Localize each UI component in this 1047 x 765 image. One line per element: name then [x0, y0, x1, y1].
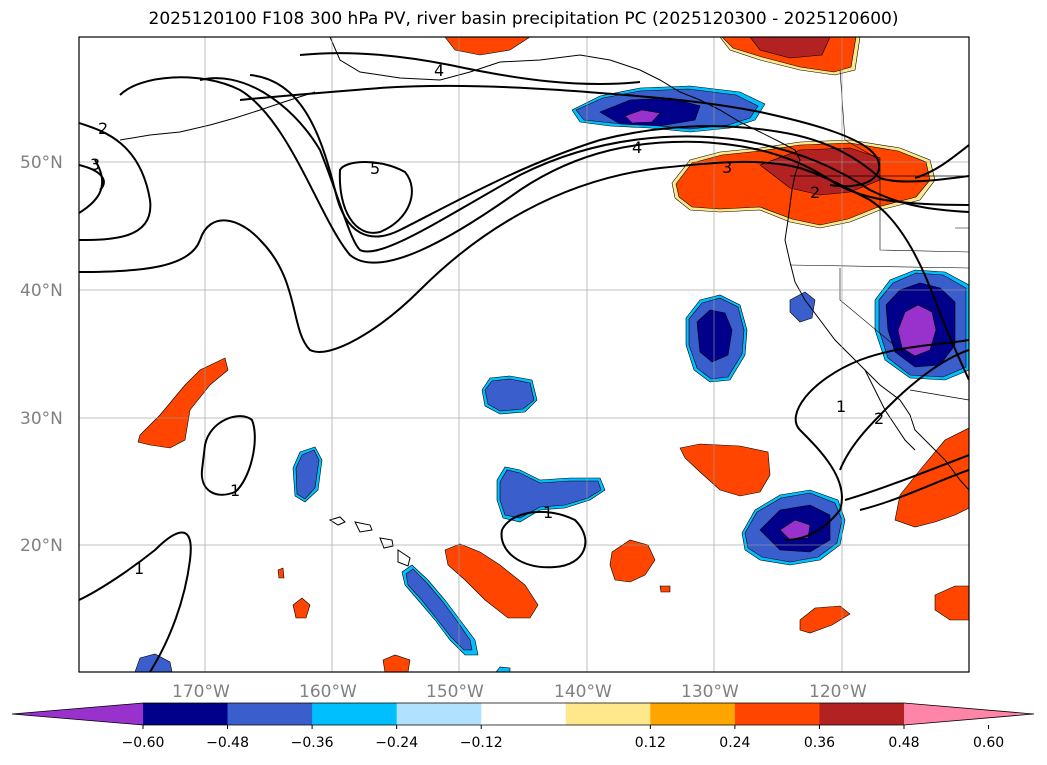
colorbar: −0.60 −0.48 −0.36 −0.24 −0.12 0.12 0.24 0.36 0.4… — [11, 702, 1035, 751]
lon-label: 140°W — [554, 682, 612, 702]
colorbar-tick-label: 0.24 — [719, 735, 750, 751]
lat-label: 50°N — [20, 153, 63, 173]
lon-label: 170°W — [172, 682, 230, 702]
colorbar-segment — [227, 703, 313, 725]
colorbar-segment — [734, 703, 820, 725]
lat-labels: 50°N 40°N 30°N 20°N — [20, 153, 63, 556]
colorbar-segment — [143, 703, 229, 725]
colorbar-extend-high — [904, 703, 1034, 725]
colorbar-tick-label: 0.60 — [973, 735, 1004, 751]
colorbar-extend-low — [12, 703, 143, 725]
contour-label: 2 — [874, 409, 884, 428]
lon-label: 150°W — [426, 682, 484, 702]
colorbar-tick-label: 0.48 — [888, 735, 919, 751]
contour-label: 2 — [98, 119, 108, 138]
lat-label: 40°N — [20, 281, 63, 301]
map-area: 2 3 4 5 4 3 2 1 2 1 1 1 — [79, 37, 969, 672]
pv-contours — [79, 52, 969, 672]
lon-label: 120°W — [809, 682, 867, 702]
map-title: 2025120100 F108 300 hPa PV, river basin … — [148, 9, 899, 29]
contour-label: 3 — [722, 158, 732, 177]
contour-label: 4 — [434, 61, 444, 80]
colorbar-tick-label: −0.48 — [206, 735, 249, 751]
pv-contour-labels: 2 3 4 5 4 3 2 1 2 1 1 1 — [90, 61, 884, 578]
lon-labels: 170°W 160°W 150°W 140°W 130°W 120°W — [172, 682, 867, 702]
lon-label: 160°W — [299, 682, 357, 702]
lat-label: 20°N — [20, 536, 63, 556]
colorbar-segment — [481, 703, 567, 725]
colorbar-segment — [312, 703, 398, 725]
colorbar-tick-label: −0.60 — [122, 735, 165, 751]
colorbar-tick-label: −0.36 — [291, 735, 334, 751]
contour-label: 1 — [230, 481, 240, 500]
colorbar-tick-label: 0.36 — [804, 735, 835, 751]
contour-label: 3 — [90, 155, 100, 174]
colorbar-segment — [565, 703, 651, 725]
contour-label: 1 — [134, 559, 144, 578]
colorbar-segment — [819, 703, 905, 725]
colorbar-tick-label: −0.24 — [375, 735, 418, 751]
contour-label: 4 — [632, 138, 642, 157]
colorbar-segment — [396, 703, 482, 725]
map-frame — [78, 36, 970, 673]
contour-label: 2 — [810, 183, 820, 202]
lon-label: 130°W — [681, 682, 739, 702]
colorbar-segment — [650, 703, 736, 725]
contour-label: 1 — [836, 397, 846, 416]
contour-label: 1 — [543, 503, 553, 522]
precip-negative-regions — [134, 85, 969, 672]
colorbar-tick-label: −0.12 — [460, 735, 503, 751]
colorbar-tick-label: 0.12 — [635, 735, 666, 751]
contour-label: 5 — [370, 159, 380, 178]
lat-label: 30°N — [20, 409, 63, 429]
